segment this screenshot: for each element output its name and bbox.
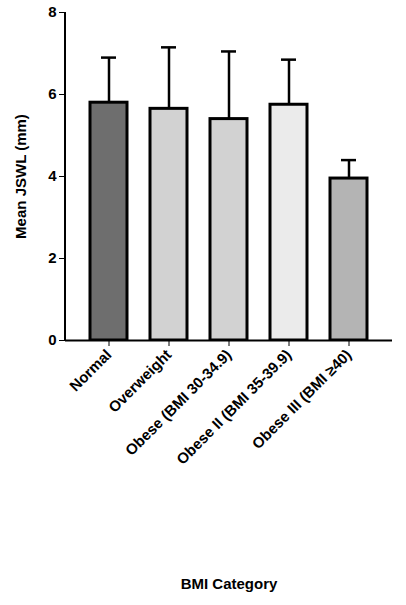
svg-text:2: 2	[48, 249, 56, 266]
svg-text:Overweight: Overweight	[104, 345, 175, 416]
svg-text:4: 4	[48, 167, 57, 184]
svg-text:Obese III (BMI ≥40): Obese III (BMI ≥40)	[248, 346, 354, 452]
svg-text:0: 0	[48, 331, 56, 348]
svg-text:8: 8	[48, 3, 56, 20]
svg-text:Normal: Normal	[66, 346, 115, 395]
svg-text:Obese II (BMI 35-39.9): Obese II (BMI 35-39.9)	[173, 346, 295, 468]
svg-text:Mean JSWL (mm): Mean JSWL (mm)	[12, 114, 29, 239]
svg-text:6: 6	[48, 85, 56, 102]
svg-text:BMI Category: BMI Category	[181, 575, 278, 592]
svg-text:Obese (BMI 30-34.9): Obese (BMI 30-34.9)	[122, 346, 235, 459]
